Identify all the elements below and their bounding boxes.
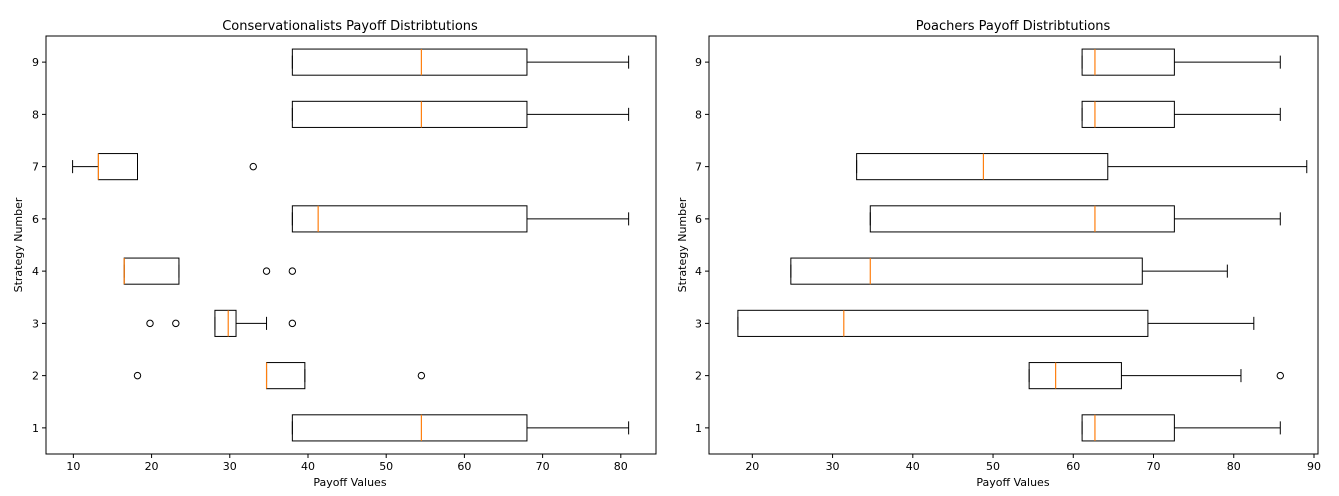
x-tick-label: 80 [614,460,628,473]
box-iqr [737,309,1149,337]
box-strategy-9 [291,48,630,76]
x-tick-label: 50 [379,460,393,473]
x-tick-label: 30 [223,460,237,473]
chart-title: Poachers Payoff Distribtutions [916,19,1111,34]
y-tick-label: 3 [695,317,702,330]
y-tick-label: 2 [32,370,39,383]
y-tick-label: 9 [695,56,702,69]
plot-frame [45,35,657,455]
y-tick-label: 8 [32,108,39,121]
y-tick-label: 1 [695,422,702,435]
box-strategy-6 [291,205,630,233]
box-strategy-4 [790,257,1228,285]
box-iqr [291,414,528,442]
box-strategy-1 [1081,414,1281,442]
flier-point [249,162,257,171]
box-strategy-3 [146,309,297,337]
plot-area: 20 30 40 50 60 70 80 90 1 2 3 4 6 7 8 9 [695,35,1321,473]
y-tick-label: 6 [32,213,39,226]
box-iqr [291,48,528,76]
box-strategy-3 [737,309,1255,337]
box-iqr [97,153,139,181]
chart-conservationalists: Conservationalists Payoff Distribtutions… [12,19,657,489]
box-iqr [1081,414,1175,442]
box-strategy-6 [869,205,1281,233]
y-axis-label: Strategy Number [12,197,25,292]
x-tick-label: 10 [66,460,80,473]
y-tick-label: 4 [695,265,702,278]
box-strategy-7 [72,153,257,181]
x-tick-label: 20 [745,460,759,473]
box-strategy-8 [1081,100,1281,128]
x-tick-label: 90 [1307,460,1321,473]
x-tick-label: 60 [1066,460,1080,473]
box-strategy-1 [291,414,630,442]
box-iqr [266,362,306,390]
box-strategy-9 [1081,48,1281,76]
chart-title: Conservationalists Payoff Distribtutions [222,19,478,34]
box-iqr [856,153,1109,181]
flier-point [1276,371,1284,380]
flier-point [262,267,271,275]
box-iqr [1081,100,1175,128]
box-iqr [214,309,237,337]
box-iqr [1028,362,1122,390]
box-iqr [1081,48,1175,76]
y-tick-label: 4 [32,265,39,278]
x-tick-label: 20 [145,460,159,473]
box-strategy-4 [123,257,297,285]
y-tick-label: 6 [695,213,702,226]
x-tick-label: 60 [457,460,471,473]
box-strategy-8 [291,100,630,128]
flier-point [288,319,297,328]
box-iqr [123,257,180,285]
flier-point [288,267,297,275]
flier-point [133,371,142,380]
x-tick-label: 30 [826,460,840,473]
x-tick-label: 70 [536,460,550,473]
flier-point [146,319,154,328]
flier-point [172,319,180,328]
plot-area: 10 20 30 40 50 60 70 80 1 2 3 4 6 7 8 9 [32,35,657,473]
y-tick-label: 7 [32,161,39,174]
x-axis-label: Payoff Values [976,476,1049,489]
x-tick-label: 80 [1227,460,1241,473]
y-tick-label: 3 [32,317,39,330]
y-axis-label: Strategy Number [676,197,689,292]
box-iqr [291,205,528,233]
box-strategy-2 [1028,362,1284,390]
chart-poachers: Poachers Payoff Distribtutions Payoff Va… [676,19,1321,489]
x-tick-label: 40 [301,460,315,473]
y-tick-label: 9 [32,56,39,69]
y-tick-label: 2 [695,370,702,383]
x-tick-label: 50 [986,460,1000,473]
box-iqr [291,100,528,128]
y-tick-label: 8 [695,108,702,121]
box-strategy-7 [856,153,1308,181]
box-iqr [790,257,1143,285]
box-iqr [869,205,1175,233]
flier-point [417,371,426,380]
y-tick-label: 7 [695,161,702,174]
y-tick-label: 1 [32,422,39,435]
x-axis-label: Payoff Values [313,476,386,489]
x-tick-label: 70 [1147,460,1161,473]
plot-frame [708,35,1319,455]
box-strategy-2 [133,362,426,390]
x-tick-label: 40 [906,460,920,473]
